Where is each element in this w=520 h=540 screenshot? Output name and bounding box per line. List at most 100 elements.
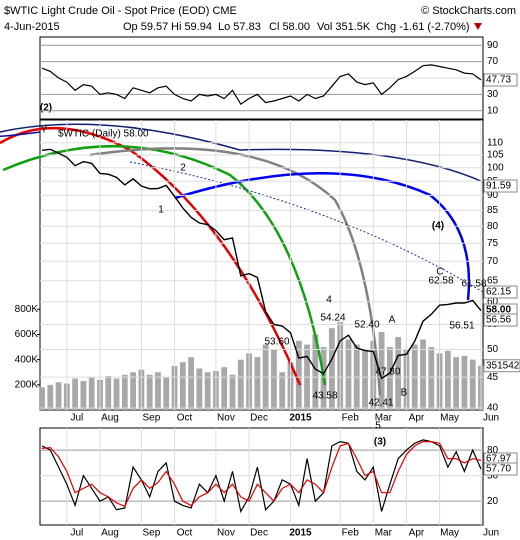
chart-title: $WTIC Light Crude Oil - Spot Price (EOD)…: [4, 5, 237, 17]
x-tick-label: 2015: [289, 528, 312, 539]
x-tick-label: Oct: [177, 413, 193, 424]
volume-bar: [146, 374, 153, 410]
y-tick-label: 50: [487, 470, 499, 481]
x-tick-label: Feb: [342, 413, 360, 424]
volume-bar: [461, 355, 468, 410]
y-tick-label: 80: [487, 221, 499, 232]
x-tick-label: Jul: [70, 413, 83, 424]
volume-bar: [453, 357, 460, 410]
y-tick-label: 90: [487, 40, 499, 51]
annotation: 43.58: [312, 391, 337, 402]
volume-bar: [312, 334, 319, 410]
y-tick-label: 10: [487, 105, 499, 116]
volume-bar: [362, 349, 368, 410]
volume-bar: [72, 378, 79, 410]
volume-bar: [237, 359, 244, 410]
x-tick-label: Sep: [142, 528, 160, 539]
value-tag-label: 62.15: [486, 287, 511, 298]
value-tag-label: 57.70: [486, 464, 511, 475]
annotation: 56.51: [449, 321, 474, 332]
value-tag: [483, 462, 518, 476]
volume-bar: [113, 378, 120, 410]
annotation: 1: [158, 205, 164, 216]
x-tick-label: Apr: [409, 413, 425, 424]
y-tick-label: 85: [487, 205, 499, 216]
volume-bar: [47, 384, 54, 410]
y-tick-label: 110: [487, 137, 503, 148]
change: Chg -1.61 (-2.70%): [376, 21, 470, 33]
y-tick-label: 75: [487, 238, 499, 249]
y-tick-label: 100: [487, 162, 504, 173]
volume-bar: [155, 372, 161, 410]
volume-bar: [88, 377, 95, 410]
x-tick-label: Jun: [483, 528, 499, 539]
y-tick-label: 105: [487, 150, 504, 161]
value-tag-label: 351542: [486, 360, 520, 371]
volume-bar: [121, 374, 128, 410]
volume-bar: [163, 377, 170, 410]
volume-bar: [196, 368, 203, 410]
volume-bar: [221, 367, 228, 410]
x-tick-label: Apr: [409, 528, 425, 539]
volume-bar: [254, 357, 261, 410]
y-tick-label: 65: [487, 275, 499, 286]
volume-bar: [420, 339, 426, 410]
high: Hi 59.94: [171, 21, 212, 33]
volume-bar: [386, 347, 393, 410]
volume-bar: [428, 347, 435, 410]
value-tag-label: 47.73: [486, 75, 511, 86]
volume-bar: [55, 382, 62, 410]
x-tick-label: Nov: [217, 413, 235, 424]
y-tick-label: 90: [487, 190, 499, 201]
volume-bar: [378, 331, 385, 410]
panel: [39, 427, 484, 526]
legend-entry: $WTIC (Daily) 58.00: [58, 129, 149, 140]
volume-tick-label: 200K: [15, 379, 39, 390]
volume-bar: [271, 349, 277, 410]
annotation: Y: [41, 125, 48, 136]
x-tick-label: Aug: [101, 528, 119, 539]
volume-bar: [179, 362, 186, 410]
arc: [0, 126, 302, 386]
close: Cl 58.00: [269, 21, 310, 33]
volume-bar: [329, 328, 335, 410]
open: Op 59.57: [123, 21, 168, 33]
volume-bar: [469, 359, 476, 410]
annotation: (2): [40, 103, 52, 114]
volume-bar: [295, 340, 302, 410]
source: © StockCharts.com: [421, 5, 516, 17]
volume-bar: [395, 336, 402, 410]
x-tick-label: Aug: [101, 413, 119, 424]
annotation: 53.60: [264, 337, 289, 348]
x-tick-label: Nov: [217, 528, 235, 539]
series-line: [41, 148, 482, 380]
annotation: C: [436, 267, 443, 278]
x-tick-label: Mar: [375, 528, 393, 539]
annotation: 61.58: [461, 279, 486, 290]
annotation: A: [389, 315, 396, 326]
annotation: 4: [326, 295, 332, 306]
volume-bar: [345, 339, 352, 410]
annotation: 47.80: [375, 367, 400, 378]
y-tick-label: 20: [487, 496, 499, 507]
annotation: (4): [432, 221, 444, 232]
annotation: B: [401, 388, 408, 399]
y-tick-label: 40: [487, 403, 499, 414]
volume: Vol 351.5K: [317, 21, 371, 33]
annotation: 2: [180, 163, 186, 174]
value-tag-label: 67.97: [486, 454, 511, 465]
down-arrow: [474, 23, 482, 30]
annotation: 62.58: [428, 276, 453, 287]
annotation: 5: [375, 421, 381, 432]
arc: [174, 171, 471, 301]
annotation: 52.40: [354, 320, 379, 331]
annotation: 42.41: [368, 398, 393, 409]
arc: [0, 131, 41, 137]
x-tick-label: Dec: [250, 413, 268, 424]
x-tick-label: May: [440, 413, 459, 424]
series-line: [41, 441, 482, 508]
value-tag: [483, 73, 518, 87]
low: Lo 57.83: [218, 21, 261, 33]
y-tick-label: 70: [487, 56, 499, 67]
series-line: [41, 64, 482, 106]
